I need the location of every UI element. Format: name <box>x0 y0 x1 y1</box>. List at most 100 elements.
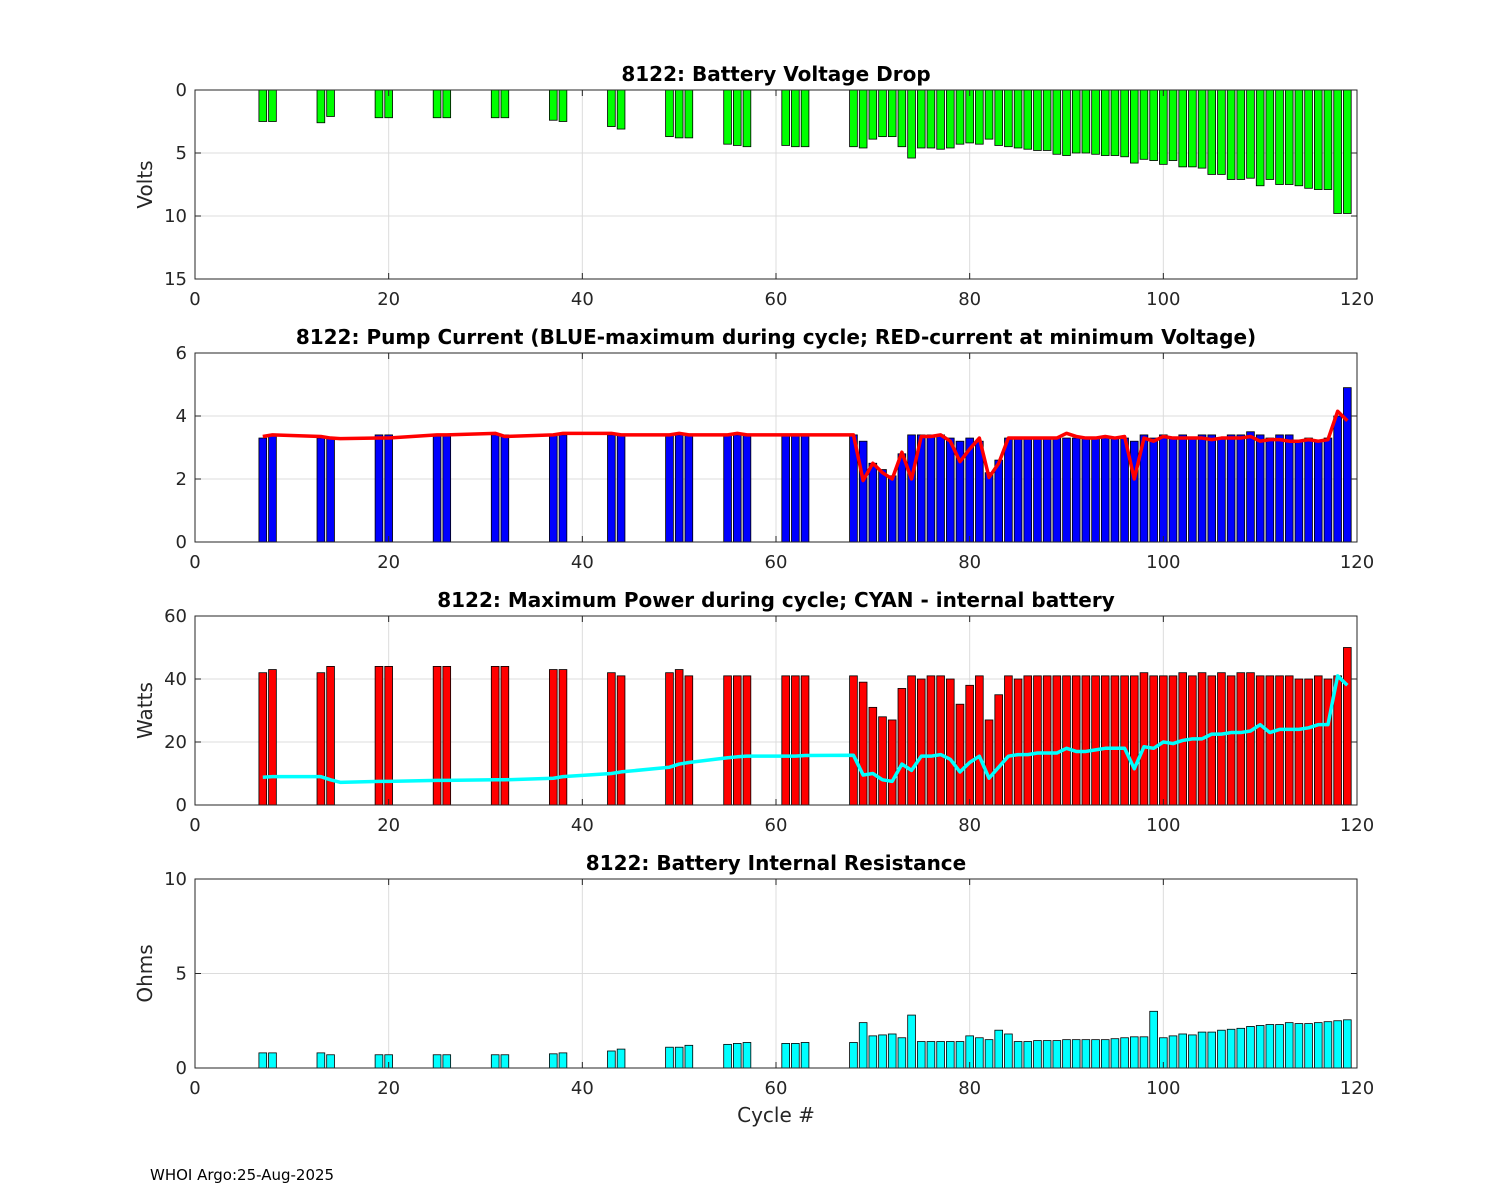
bar-cycle-114 <box>1294 440 1304 543</box>
bar-cycle-74 <box>907 675 916 806</box>
bar-cycle-26 <box>442 1054 452 1069</box>
bar-cycle-104 <box>1197 1031 1207 1069</box>
bar-cycle-97 <box>1130 675 1139 806</box>
bar-cycle-119 <box>1343 387 1352 543</box>
bar-cycle-118 <box>1333 89 1342 214</box>
x-tick-label: 80 <box>958 1078 981 1099</box>
bar-cycle-118 <box>1333 415 1342 543</box>
bar-cycle-72 <box>887 89 897 138</box>
bar-cycle-110 <box>1255 89 1265 187</box>
bar-cycle-56 <box>732 675 742 806</box>
bar-cycle-105 <box>1207 675 1217 806</box>
bar-cycle-86 <box>1023 437 1033 543</box>
bar-cycle-106 <box>1217 89 1226 175</box>
bar-cycle-77 <box>936 89 945 150</box>
bar-cycle-13 <box>316 89 326 124</box>
bar-cycle-7 <box>258 89 268 122</box>
bar-cycle-114 <box>1294 678 1304 806</box>
bar-cycle-37 <box>549 434 558 543</box>
bar-cycle-38 <box>558 669 568 806</box>
x-tick-label: 100 <box>1146 1078 1180 1099</box>
bar-cycle-77 <box>936 434 945 543</box>
chart-panel-4: 0 20 40 60 80 100 120 0 5 10 8122: Battery Interna… <box>133 851 1374 1127</box>
bar-cycle-71 <box>878 469 887 543</box>
y-tick-label: 0 <box>176 80 187 101</box>
x-tick-label: 80 <box>958 815 981 836</box>
bar-cycle-8 <box>268 434 277 543</box>
x-tick-label: 60 <box>765 552 788 573</box>
bar-cycle-82 <box>984 1039 994 1069</box>
y-axis-label: Volts <box>133 160 157 208</box>
bar-cycle-91 <box>1071 437 1081 543</box>
bar-cycle-74 <box>907 1014 916 1069</box>
bar-cycle-61 <box>781 434 790 543</box>
bar-cycle-96 <box>1120 1037 1129 1069</box>
bar-cycle-38 <box>558 1052 568 1069</box>
bar-cycle-105 <box>1207 89 1217 175</box>
bar-cycle-75 <box>916 89 926 149</box>
bar-cycle-80 <box>965 89 974 144</box>
bar-cycle-86 <box>1023 89 1033 150</box>
y-tick-label: 40 <box>164 669 187 690</box>
bar-cycle-72 <box>887 1033 897 1069</box>
bar-cycle-69 <box>858 681 868 806</box>
bar-cycle-72 <box>887 719 897 806</box>
bar-cycle-95 <box>1110 1038 1120 1069</box>
bar-cycle-25 <box>432 434 442 543</box>
bar-cycle-8 <box>268 1052 277 1069</box>
bar-cycle-70 <box>868 89 878 140</box>
bar-cycle-100 <box>1159 434 1168 543</box>
bar-cycle-62 <box>791 89 800 148</box>
bar-cycle-102 <box>1178 1033 1187 1069</box>
bar-cycle-74 <box>907 434 916 543</box>
bar-cycle-26 <box>442 89 452 119</box>
bar-cycle-115 <box>1304 89 1313 189</box>
x-tick-label: 100 <box>1146 552 1180 573</box>
bar-cycle-56 <box>732 89 742 146</box>
bar-cycle-90 <box>1062 437 1071 543</box>
bar-cycle-75 <box>916 1041 926 1069</box>
bar-cycle-43 <box>607 1050 616 1069</box>
bar-cycle-79 <box>955 1041 965 1069</box>
bar-cycle-62 <box>791 1043 800 1069</box>
bar-cycle-62 <box>791 675 800 806</box>
bar-cycle-89 <box>1052 89 1062 155</box>
bar-cycle-63 <box>800 89 810 148</box>
bar-cycle-19 <box>374 666 384 806</box>
bar-cycle-37 <box>549 669 558 806</box>
bar-cycle-92 <box>1081 89 1091 154</box>
bar-cycle-50 <box>674 434 684 543</box>
bar-cycle-109 <box>1246 672 1255 806</box>
x-tick-label: 100 <box>1146 289 1180 310</box>
bar-cycle-55 <box>723 675 732 806</box>
x-tick-label: 60 <box>765 289 788 310</box>
y-tick-label: 20 <box>164 732 187 753</box>
bar-cycle-119 <box>1343 89 1352 214</box>
bar-cycle-110 <box>1255 1025 1265 1069</box>
bar-cycle-98 <box>1139 672 1149 806</box>
bar-cycle-73 <box>897 1037 907 1069</box>
x-tick-label: 60 <box>765 815 788 836</box>
bar-cycle-7 <box>258 1052 268 1069</box>
bar-cycle-44 <box>616 89 626 130</box>
bar-cycle-43 <box>607 672 616 806</box>
bar-cycle-76 <box>926 675 936 806</box>
bar-cycle-38 <box>558 434 568 543</box>
bar-cycle-71 <box>878 716 887 806</box>
bar-cycle-94 <box>1100 675 1110 806</box>
bar-cycle-78 <box>946 437 955 543</box>
chart-panel-3: 0 20 40 60 80 100 120 0 20 40 60 8122: Maximum Powe… <box>133 588 1374 836</box>
bar-cycle-89 <box>1052 437 1062 543</box>
bar-cycle-117 <box>1323 437 1333 543</box>
bar-cycle-109 <box>1246 1026 1255 1069</box>
bar-cycle-31 <box>490 434 500 543</box>
x-axis-label: Cycle # <box>737 1103 815 1127</box>
bar-cycle-63 <box>800 675 810 806</box>
bar-cycle-119 <box>1343 1019 1352 1069</box>
bar-cycle-81 <box>975 1037 984 1069</box>
bar-cycle-61 <box>781 675 790 806</box>
bar-cycle-86 <box>1023 1041 1033 1069</box>
chart-title: 8122: Battery Voltage Drop <box>621 62 930 86</box>
bar-cycle-14 <box>326 1054 335 1069</box>
